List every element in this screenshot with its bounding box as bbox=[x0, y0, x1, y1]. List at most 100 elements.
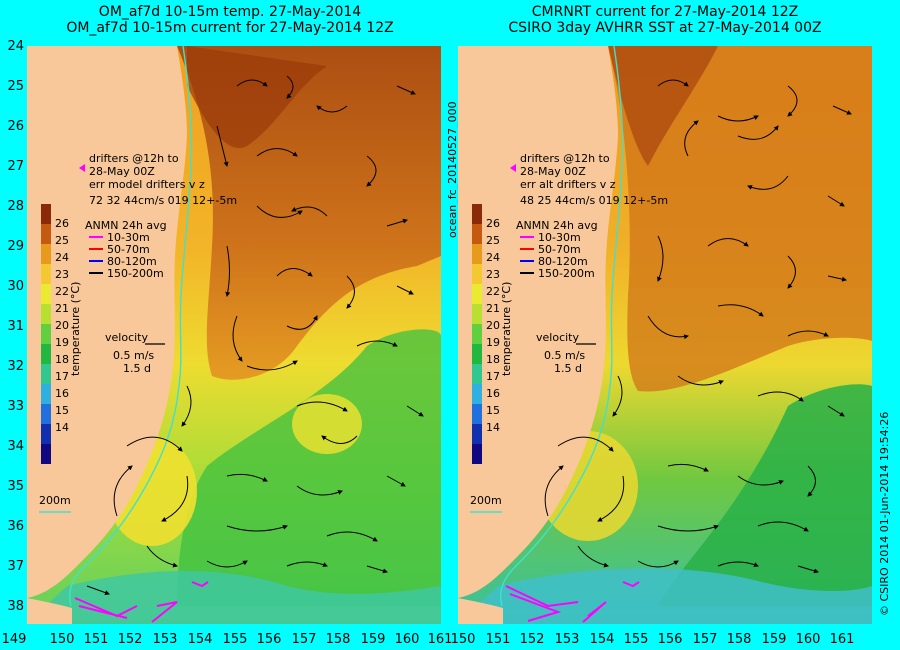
colorbar-tick: 19 bbox=[486, 336, 500, 349]
anmn-label: 10-30m bbox=[538, 231, 581, 244]
lon-tick: 158 bbox=[325, 632, 351, 647]
current-arrow bbox=[225, 245, 231, 297]
current-arrow bbox=[807, 465, 816, 497]
current-arrow bbox=[113, 465, 133, 517]
lon-tick: 149 bbox=[1, 632, 27, 647]
lon-tick: 160 bbox=[795, 632, 821, 647]
lon-tick: 159 bbox=[761, 632, 787, 647]
colorbar-tick: 17 bbox=[486, 370, 500, 383]
colorbar-tick: 21 bbox=[55, 302, 69, 315]
current-arrow bbox=[206, 560, 248, 568]
lon-tick: 150 bbox=[49, 632, 75, 647]
velocity-value: 0.5 m/s bbox=[113, 349, 154, 362]
anmn-legend-title: ANMN 24h avg bbox=[85, 219, 167, 232]
cold-water-south bbox=[27, 571, 441, 624]
current-arrow bbox=[396, 85, 416, 95]
land-mass bbox=[458, 598, 503, 624]
isobath-label: 200m bbox=[470, 494, 502, 507]
current-arrow bbox=[787, 255, 796, 289]
colorbar-tick: 22 bbox=[486, 285, 500, 298]
colorbar-tick: 23 bbox=[486, 268, 500, 281]
current-arrow bbox=[226, 524, 288, 532]
lat-tick: 35 bbox=[7, 479, 24, 494]
right-title-line1: CMRNRT current for 27-May-2014 12Z bbox=[531, 4, 799, 20]
drifter-tracks bbox=[505, 581, 640, 623]
lat-tick: 31 bbox=[7, 319, 24, 334]
current-arrow bbox=[406, 405, 424, 417]
drifter-track bbox=[191, 581, 209, 588]
current-arrow bbox=[827, 195, 845, 207]
anmn-label: 150-200m bbox=[538, 267, 595, 280]
current-arrow bbox=[126, 436, 183, 452]
drifter-track bbox=[582, 601, 607, 623]
colorbar-tick: 16 bbox=[55, 387, 69, 400]
current-arrow bbox=[737, 125, 779, 140]
lon-tick: 156 bbox=[256, 632, 282, 647]
current-arrow bbox=[757, 521, 809, 532]
warm-core-eddy bbox=[608, 46, 718, 166]
lat-tick: 32 bbox=[7, 359, 24, 374]
error-values: 72 32 44cm/s 019 12+-5m bbox=[89, 194, 237, 207]
anmn-label: 80-120m bbox=[107, 255, 157, 268]
velocity-scale: velocity 0.5 m/s 1.5 d bbox=[536, 331, 596, 375]
left-panel-title: OM_af7d 10-15m temp. 27-May-2014 OM_af7d… bbox=[20, 4, 440, 36]
drifter-track bbox=[622, 581, 640, 588]
current-arrow bbox=[146, 545, 178, 568]
colorbar-tick: 18 bbox=[55, 353, 69, 366]
lon-tick: 159 bbox=[360, 632, 386, 647]
lat-tick: 29 bbox=[7, 239, 24, 254]
cool-water-region bbox=[658, 384, 872, 606]
drifters-legend: drifters @12h to 28-May 00Z err alt drif… bbox=[510, 152, 668, 207]
warm-current-region bbox=[608, 46, 872, 392]
current-arrow bbox=[707, 238, 749, 247]
right-title-line2: CSIRO 3day AVHRR SST at 27-May-2014 00Z bbox=[508, 20, 822, 36]
lon-tick: 157 bbox=[291, 632, 317, 647]
drifter-marker-icon bbox=[510, 164, 516, 172]
colorbar-tick: 24 bbox=[486, 251, 500, 264]
current-arrow bbox=[657, 79, 689, 87]
velocity-value: 0.5 m/s bbox=[544, 349, 585, 362]
lon-tick: 151 bbox=[485, 632, 511, 647]
lat-tick: 28 bbox=[7, 199, 24, 214]
current-arrow bbox=[386, 475, 406, 487]
lon-tick: 153 bbox=[152, 632, 178, 647]
drifter-tracks bbox=[74, 581, 209, 623]
colorbar: 26 25 24 23 22 21 20 19 18 17 16 15 14 t… bbox=[472, 204, 513, 464]
current-arrow bbox=[684, 120, 699, 157]
anmn-label: 50-70m bbox=[538, 243, 581, 256]
current-arrow bbox=[286, 75, 294, 99]
current-arrow bbox=[667, 463, 709, 472]
current-arrow bbox=[827, 275, 847, 282]
colorbar-tick: 14 bbox=[55, 421, 69, 434]
colorbar-tick: 17 bbox=[55, 370, 69, 383]
velocity-days: 1.5 d bbox=[123, 362, 151, 375]
current-arrow bbox=[226, 473, 268, 482]
lon-tick: 161 bbox=[829, 632, 855, 647]
current-arrow bbox=[657, 235, 664, 282]
drifters-line2: 28-May 00Z bbox=[520, 165, 586, 178]
warm-core-eddy bbox=[187, 46, 327, 148]
lat-tick: 26 bbox=[7, 119, 24, 134]
current-arrow bbox=[286, 561, 328, 567]
current-arrow bbox=[657, 524, 719, 532]
colorbar-tick: 23 bbox=[55, 268, 69, 281]
colorbar: 26 25 24 23 22 21 20 19 18 17 16 15 14 t… bbox=[41, 204, 82, 464]
current-arrow bbox=[316, 105, 348, 113]
current-arrow bbox=[637, 560, 679, 568]
lon-tick: 155 bbox=[623, 632, 649, 647]
velocity-label: velocity bbox=[105, 331, 148, 344]
right-map-panel: 200m bbox=[458, 46, 872, 624]
current-arrow bbox=[232, 315, 243, 362]
drifter-track bbox=[509, 593, 562, 622]
isobath-200m bbox=[500, 46, 624, 607]
lat-tick: 38 bbox=[7, 599, 24, 614]
lat-tick: 37 bbox=[7, 559, 24, 574]
colorbar-tick: 19 bbox=[55, 336, 69, 349]
colorbar-tick: 18 bbox=[486, 353, 500, 366]
current-arrow bbox=[544, 465, 564, 517]
lon-tick: 158 bbox=[726, 632, 752, 647]
current-arrow bbox=[236, 79, 268, 87]
drifters-line1: drifters @12h to bbox=[89, 152, 179, 165]
lon-tick: 154 bbox=[187, 632, 213, 647]
land-mass bbox=[27, 598, 72, 624]
